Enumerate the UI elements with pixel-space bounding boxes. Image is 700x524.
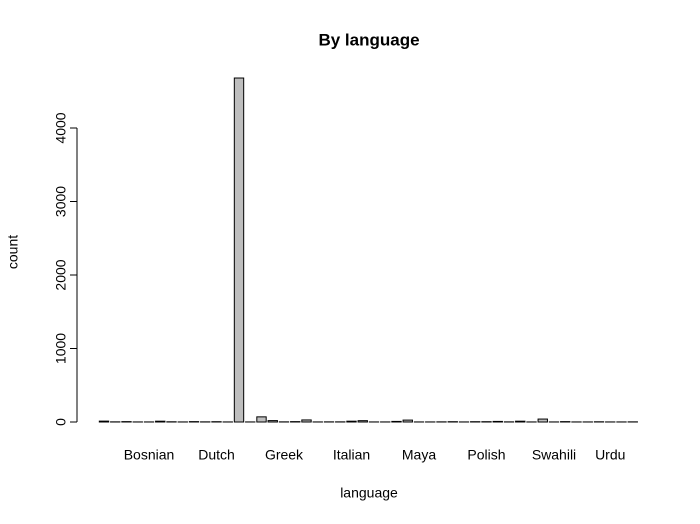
y-tick-label: 2000 [53, 259, 69, 290]
y-tick-label: 0 [53, 418, 69, 426]
bar [357, 420, 368, 423]
x-tick-label: Urdu [595, 447, 625, 463]
x-axis-label: language [340, 485, 398, 501]
chart-title: By language [318, 30, 419, 49]
x-tick-label: Maya [402, 447, 436, 463]
bar [155, 420, 166, 423]
bar [256, 416, 267, 423]
x-tick-label: Polish [467, 447, 505, 463]
y-tick-label: 3000 [53, 186, 69, 217]
x-tick-label: Italian [333, 447, 370, 463]
bar [301, 419, 312, 423]
y-axis-label: count [5, 235, 21, 269]
bar [537, 418, 548, 423]
y-tick-label: 4000 [53, 112, 69, 143]
bar [402, 419, 413, 423]
x-tick-label: Swahili [532, 447, 576, 463]
bar [346, 420, 357, 423]
bar [515, 420, 526, 423]
bar [492, 420, 503, 423]
y-tick-label: 1000 [53, 333, 69, 364]
bar [391, 420, 402, 423]
bar [267, 420, 278, 423]
x-tick-label: Bosnian [124, 447, 175, 463]
bar [98, 420, 110, 423]
x-tick-label: Greek [265, 447, 304, 463]
x-tick-label: Dutch [198, 447, 235, 463]
bar [233, 77, 245, 423]
